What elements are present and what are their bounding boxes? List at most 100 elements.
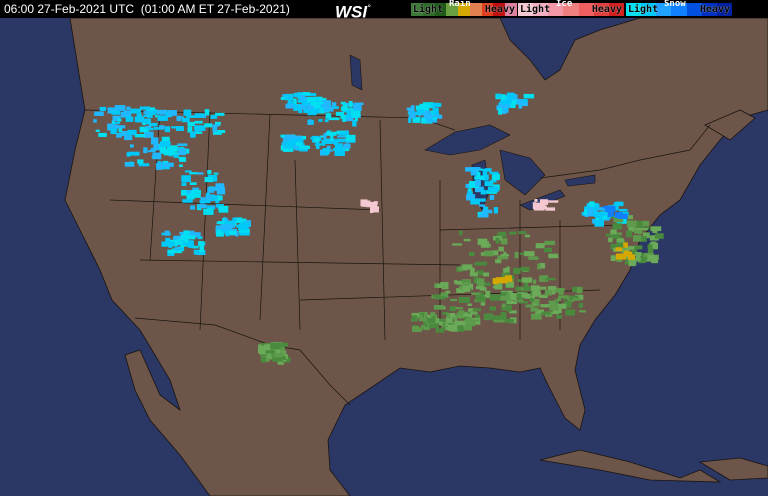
snow-echo (204, 176, 214, 183)
snow-echo (215, 121, 221, 126)
rain-echo (654, 233, 664, 239)
snow-echo (128, 151, 140, 156)
lake-winnipeg (349, 54, 363, 91)
snow-echo (323, 106, 334, 112)
snow-echo (326, 145, 331, 150)
snow-echo (470, 198, 480, 205)
snow-echo (293, 106, 302, 111)
snow-echo (506, 92, 515, 99)
rain-echo (458, 230, 463, 236)
heavy-rain-echo (627, 254, 636, 260)
snow-echo (301, 102, 313, 108)
snow-echo (155, 143, 167, 150)
snow-echo (293, 92, 304, 98)
rain-echo (439, 327, 445, 333)
snow-echo (191, 190, 202, 194)
rain-echo (479, 272, 485, 276)
rain-echo (649, 235, 659, 241)
snow-echo (189, 230, 195, 236)
snow-color-scale (626, 3, 732, 16)
snow-echo (498, 107, 503, 115)
snow-echo (99, 106, 107, 111)
snow-echo (126, 106, 131, 111)
snow-echo (95, 129, 100, 132)
snow-echo (321, 100, 331, 107)
snow-echo (616, 201, 624, 207)
rain-echo (278, 342, 288, 347)
snow-echo (186, 114, 191, 118)
snow-echo (181, 182, 187, 186)
snow-echo (239, 232, 250, 236)
rain-echo (260, 353, 266, 357)
rain-echo (273, 352, 285, 360)
snow-echo (519, 99, 523, 105)
rain-echo (505, 304, 512, 312)
rain-echo (521, 277, 533, 283)
rain-echo (503, 268, 510, 273)
snow-echo (176, 115, 182, 122)
snow-echo (207, 170, 212, 175)
snow-echo (148, 122, 158, 127)
snow-echo (340, 101, 346, 105)
heavy-rain-echo (497, 278, 508, 283)
snow-echo (126, 152, 131, 157)
ice-echo (373, 201, 378, 205)
rain-echo (489, 306, 496, 311)
snow-echo (190, 131, 196, 138)
snow-echo (199, 246, 205, 253)
snow-echo (171, 248, 183, 254)
ice-echo (534, 199, 538, 202)
snow-echo (345, 134, 356, 142)
snow-echo (177, 143, 188, 147)
snow-echo (139, 106, 151, 110)
snow-echo (287, 138, 298, 142)
snow-echo (94, 111, 104, 116)
rain-echo (523, 251, 535, 257)
snow-echo (129, 161, 134, 165)
rain-echo (483, 313, 490, 320)
snow-echo (127, 129, 137, 136)
snow-echo (499, 107, 507, 114)
snow-echo (300, 96, 307, 101)
snow-echo (121, 131, 131, 137)
map-canvas[interactable] (0, 18, 768, 496)
heavy-rain-echo (623, 242, 628, 248)
snow-echo (320, 135, 326, 138)
snow-echo (336, 130, 343, 135)
snow-echo (190, 193, 201, 198)
rain-echo (475, 292, 484, 298)
rain-echo (426, 317, 436, 323)
rain-echo (616, 243, 621, 247)
snow-echo (173, 235, 185, 242)
rain-echo (576, 287, 582, 294)
legend-swatch (608, 3, 624, 16)
rain-echo (539, 263, 546, 269)
rain-echo (456, 312, 464, 315)
snow-echo (354, 115, 358, 122)
snow-echo (111, 120, 115, 125)
rain-echo (495, 259, 502, 264)
rain-echo (634, 245, 643, 250)
ice-echo (539, 199, 549, 205)
snow-echo (159, 125, 165, 130)
snow-echo (214, 112, 225, 116)
rain-echo (270, 342, 281, 350)
snow-echo (353, 104, 362, 112)
rain-echo (501, 303, 506, 310)
rain-echo (552, 308, 562, 314)
snow-echo (293, 98, 297, 105)
rain-echo (636, 230, 642, 235)
snow-echo (474, 186, 484, 193)
rain-echo (472, 308, 481, 312)
rain-echo (462, 285, 471, 292)
snow-echo (353, 102, 364, 106)
rain-echo (612, 223, 622, 230)
snow-echo (192, 245, 199, 249)
rain-echo (449, 306, 457, 312)
snow-echo (151, 137, 159, 145)
rain-echo (554, 290, 564, 293)
snow-echo (523, 93, 535, 99)
rain-echo (572, 298, 582, 301)
snow-echo (479, 213, 489, 218)
snow-echo (467, 188, 472, 194)
